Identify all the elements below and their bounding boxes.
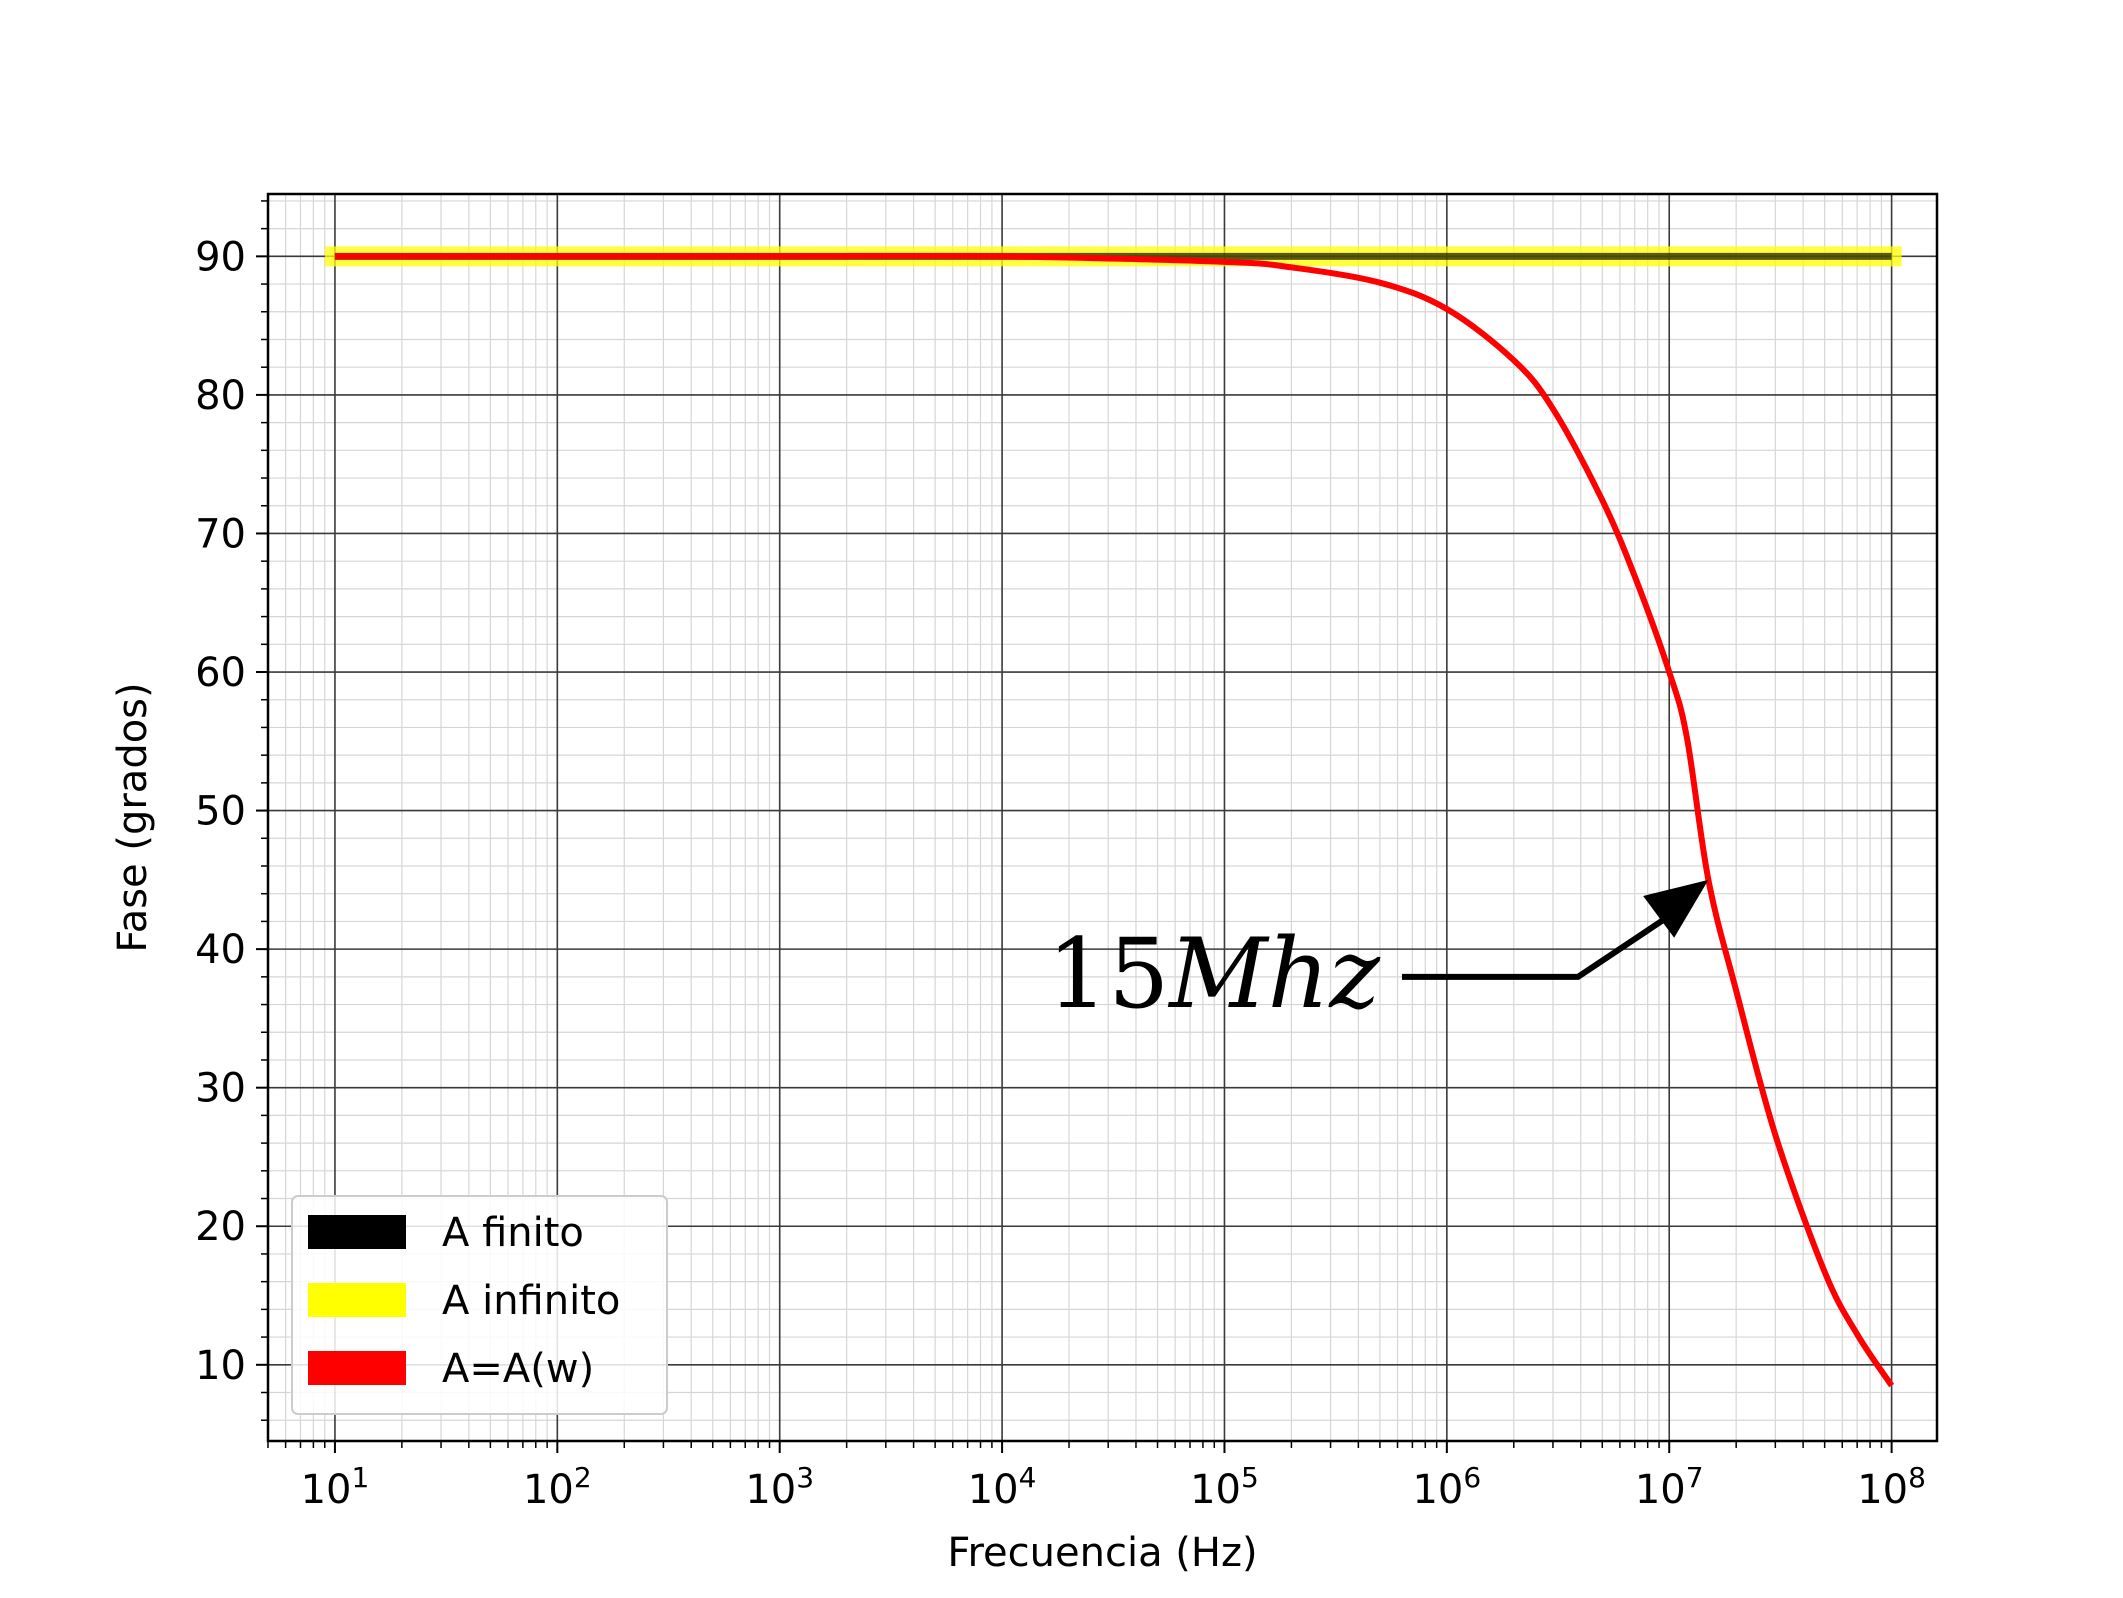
x-tick-label-base: 10 xyxy=(1857,1467,1908,1513)
x-tick-label-base: 10 xyxy=(1412,1467,1463,1513)
y-tick-label: 10 xyxy=(195,1343,246,1389)
x-tick-label: 102 xyxy=(523,1461,592,1513)
x-tick-label-base: 10 xyxy=(301,1467,352,1513)
x-tick-label-exponent: 7 xyxy=(1686,1461,1704,1494)
x-tick-label-exponent: 6 xyxy=(1463,1461,1481,1494)
minor-grid xyxy=(267,194,1937,1441)
y-tick-label: 30 xyxy=(195,1066,246,1112)
series-layer xyxy=(324,246,1902,1388)
legend-swatch xyxy=(308,1351,406,1385)
y-tick-label: 50 xyxy=(195,789,246,835)
series-line-a-w xyxy=(334,252,1895,1388)
y-tick-label: 40 xyxy=(195,927,246,973)
y-tick-labels: 10 20 30 40 50 60 70 80 90 xyxy=(195,234,246,1388)
x-tick-labels: 101 102 103 104 105 106 107 108 xyxy=(301,1461,1926,1513)
x-tick-label-base: 10 xyxy=(1190,1467,1241,1513)
x-tick-label-base: 10 xyxy=(968,1467,1019,1513)
x-tick-label: 107 xyxy=(1635,1461,1704,1513)
x-tick-label-exponent: 1 xyxy=(351,1461,369,1494)
legend: A finito A infinito A=A(w) xyxy=(291,1195,668,1415)
x-tick-label-base: 10 xyxy=(745,1467,796,1513)
y-tick-label: 90 xyxy=(195,234,246,280)
y-tick-label: 20 xyxy=(195,1204,246,1250)
annotation-label-unit: Mhz xyxy=(1167,918,1381,1030)
annotation-arrow-line xyxy=(1402,899,1693,980)
legend-swatch xyxy=(308,1215,406,1249)
annotation: 15Mhz xyxy=(1047,879,1709,1030)
annotation-label: 15Mhz xyxy=(1047,918,1381,1030)
x-tick-label: 108 xyxy=(1857,1461,1926,1513)
x-tick-label-exponent: 4 xyxy=(1019,1461,1037,1494)
x-tick-label-base: 10 xyxy=(1635,1467,1686,1513)
x-tick-label-exponent: 3 xyxy=(796,1461,814,1494)
tick-marks xyxy=(256,200,1893,1453)
x-tick-label-base: 10 xyxy=(523,1467,574,1513)
x-tick-label-exponent: 2 xyxy=(574,1461,592,1494)
x-tick-label: 103 xyxy=(745,1461,814,1513)
legend-label: A infinito xyxy=(442,1278,620,1324)
legend-swatch xyxy=(308,1283,406,1317)
x-tick-label: 104 xyxy=(968,1461,1037,1513)
y-axis-label: Fase (grados) xyxy=(110,682,156,952)
annotation-label-number: 15 xyxy=(1047,918,1169,1030)
x-tick-label-exponent: 8 xyxy=(1908,1461,1926,1494)
y-tick-label: 80 xyxy=(195,373,246,419)
major-grid xyxy=(268,194,1937,1441)
x-tick-label: 101 xyxy=(301,1461,370,1513)
x-tick-label: 106 xyxy=(1412,1461,1481,1513)
y-tick-label: 60 xyxy=(195,650,246,696)
legend-label: A=A(w) xyxy=(442,1346,594,1392)
x-tick-label-exponent: 5 xyxy=(1241,1461,1259,1494)
annotation-arrow-head xyxy=(1643,879,1709,938)
x-tick-label: 105 xyxy=(1190,1461,1259,1513)
legend-label: A finito xyxy=(442,1210,584,1256)
x-axis-label: Frecuencia (Hz) xyxy=(947,1530,1257,1576)
axes-frame xyxy=(266,192,1939,1443)
y-tick-label: 70 xyxy=(195,511,246,557)
